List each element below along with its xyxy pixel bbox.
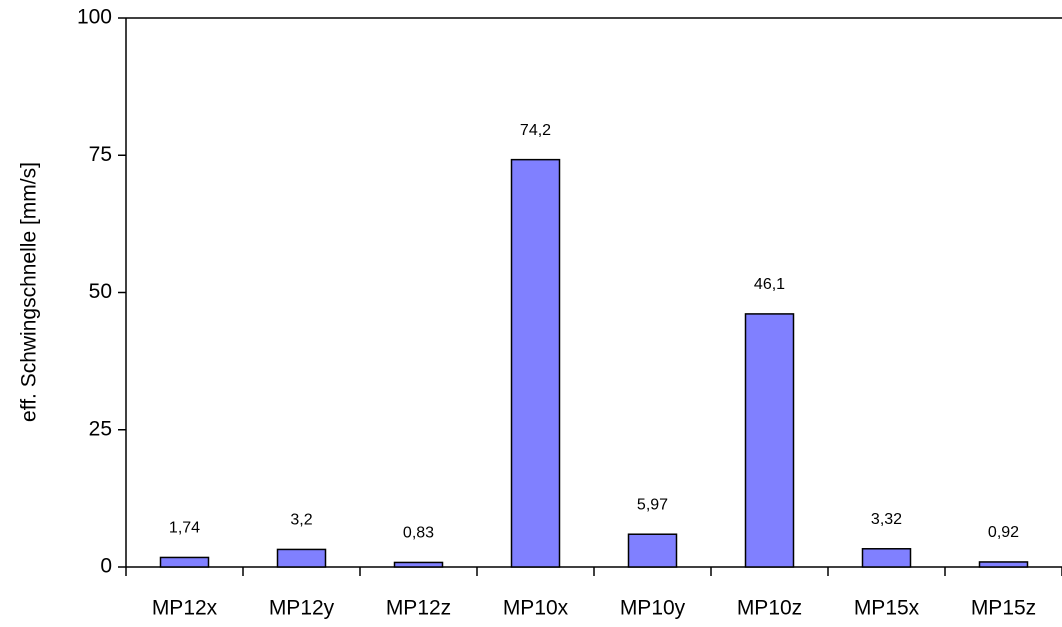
- y-tick-label: 100: [77, 6, 112, 29]
- x-tick-label: MP15x: [854, 597, 920, 620]
- bar: [393, 561, 444, 568]
- value-label: 1,74: [169, 520, 200, 537]
- x-tick-label: MP12y: [269, 597, 335, 620]
- value-label: 46,1: [754, 276, 785, 293]
- bar: [159, 556, 210, 568]
- y-axis-label: eff. Schwingschnelle [mm/s]: [18, 162, 41, 422]
- bar: [744, 313, 795, 568]
- value-label: 0,92: [988, 524, 1019, 541]
- value-label: 3,32: [871, 511, 902, 528]
- value-label: 74,2: [520, 122, 551, 139]
- bar: [978, 561, 1029, 568]
- y-tick-label: 0: [100, 555, 112, 578]
- bar: [276, 548, 327, 568]
- bar: [510, 158, 561, 568]
- x-tick-label: MP10z: [737, 597, 802, 620]
- x-tick-label: MP12z: [386, 597, 451, 620]
- value-label: 0,83: [403, 525, 434, 542]
- y-tick-label: 25: [89, 417, 112, 440]
- value-label: 5,97: [637, 496, 668, 513]
- x-tick-label: MP12x: [152, 597, 218, 620]
- x-tick-label: MP10y: [620, 597, 686, 620]
- value-label: 3,2: [290, 512, 312, 529]
- bar: [861, 548, 912, 568]
- y-tick-label: 75: [89, 143, 112, 166]
- bar: [627, 533, 678, 568]
- x-tick-label: MP15z: [971, 597, 1036, 620]
- y-tick-label: 50: [89, 280, 112, 303]
- x-tick-label: MP10x: [503, 597, 569, 620]
